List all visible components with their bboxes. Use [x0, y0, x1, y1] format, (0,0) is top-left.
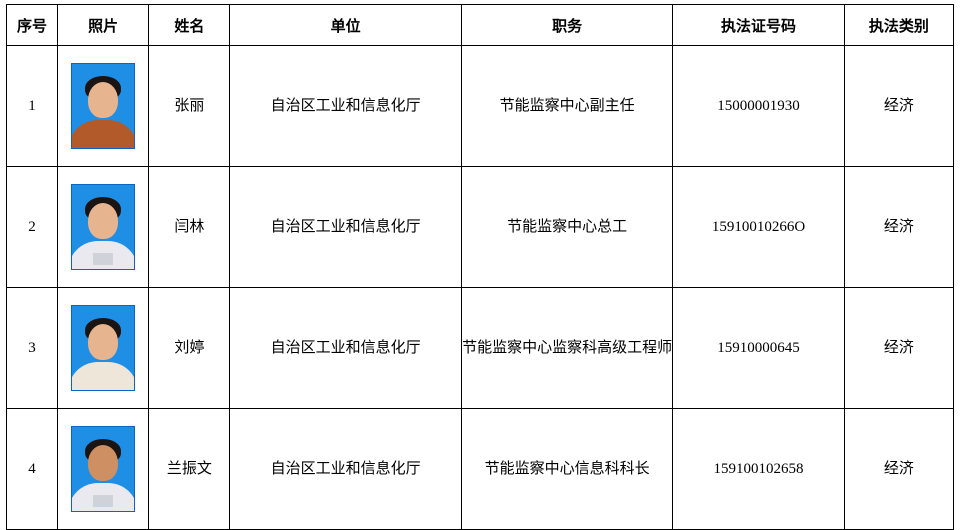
cell-duty: 节能监察中心信息科科长 — [461, 409, 672, 530]
cell-name: 刘婷 — [149, 288, 230, 409]
cell-duty: 节能监察中心总工 — [461, 167, 672, 288]
cell-photo — [58, 167, 149, 288]
id-photo — [71, 184, 135, 270]
cell-cert-no: 15910010265​8 — [673, 409, 844, 530]
personnel-table: 序号 照片 姓名 单位 职务 执法证号码 执法类别 1张丽自治区工业和信息化厅节… — [6, 4, 954, 530]
cell-photo — [58, 46, 149, 167]
cell-type: 经济 — [844, 167, 953, 288]
cell-photo — [58, 288, 149, 409]
cell-name: 闫林 — [149, 167, 230, 288]
cell-type: 经济 — [844, 46, 953, 167]
cell-name: 张丽 — [149, 46, 230, 167]
cell-unit: 自治区工业和信息化厅 — [230, 288, 461, 409]
cell-unit: 自治区工业和信息化厅 — [230, 409, 461, 530]
col-header-cert-no: 执法证号码 — [673, 5, 844, 46]
col-header-type: 执法类别 — [844, 5, 953, 46]
cell-unit: 自治区工业和信息化厅 — [230, 167, 461, 288]
id-photo — [71, 305, 135, 391]
cell-type: 经济 — [844, 409, 953, 530]
cell-cert-no: 15910010266O — [673, 167, 844, 288]
cell-duty: 节能监察中心副主任 — [461, 46, 672, 167]
cell-type: 经济 — [844, 288, 953, 409]
cell-index: 1 — [7, 46, 58, 167]
id-photo — [71, 63, 135, 149]
cell-cert-no: 15000001930 — [673, 46, 844, 167]
table-row: 4 兰振文自治区工业和信息化厅节能监察中心信息科科长15910010265​8经济 — [7, 409, 954, 530]
id-photo — [71, 426, 135, 512]
table-body: 1张丽自治区工业和信息化厅节能监察中心副主任15000001930经济2闫林自治… — [7, 46, 954, 530]
cell-unit: 自治区工业和信息化厅 — [230, 46, 461, 167]
cell-photo — [58, 409, 149, 530]
cell-cert-no: 15910000645 — [673, 288, 844, 409]
cell-index: 4 — [7, 409, 58, 530]
col-header-unit: 单位 — [230, 5, 461, 46]
table-row: 3 刘婷自治区工业和信息化厅节能监察中心监察科高级工程师15910000645经济 — [7, 288, 954, 409]
col-header-photo: 照片 — [58, 5, 149, 46]
table-header-row: 序号 照片 姓名 单位 职务 执法证号码 执法类别 — [7, 5, 954, 46]
col-header-name: 姓名 — [149, 5, 230, 46]
cell-duty: 节能监察中心监察科高级工程师 — [461, 288, 672, 409]
table-row: 2 闫林自治区工业和信息化厅节能监察中心总工15910010266O经济 — [7, 167, 954, 288]
cell-index: 2 — [7, 167, 58, 288]
cell-index: 3 — [7, 288, 58, 409]
cell-name: 兰振文 — [149, 409, 230, 530]
col-header-index: 序号 — [7, 5, 58, 46]
table-row: 1 张丽自治区工业和信息化厅节能监察中心副主任15000001930经济 — [7, 46, 954, 167]
col-header-duty: 职务 — [461, 5, 672, 46]
